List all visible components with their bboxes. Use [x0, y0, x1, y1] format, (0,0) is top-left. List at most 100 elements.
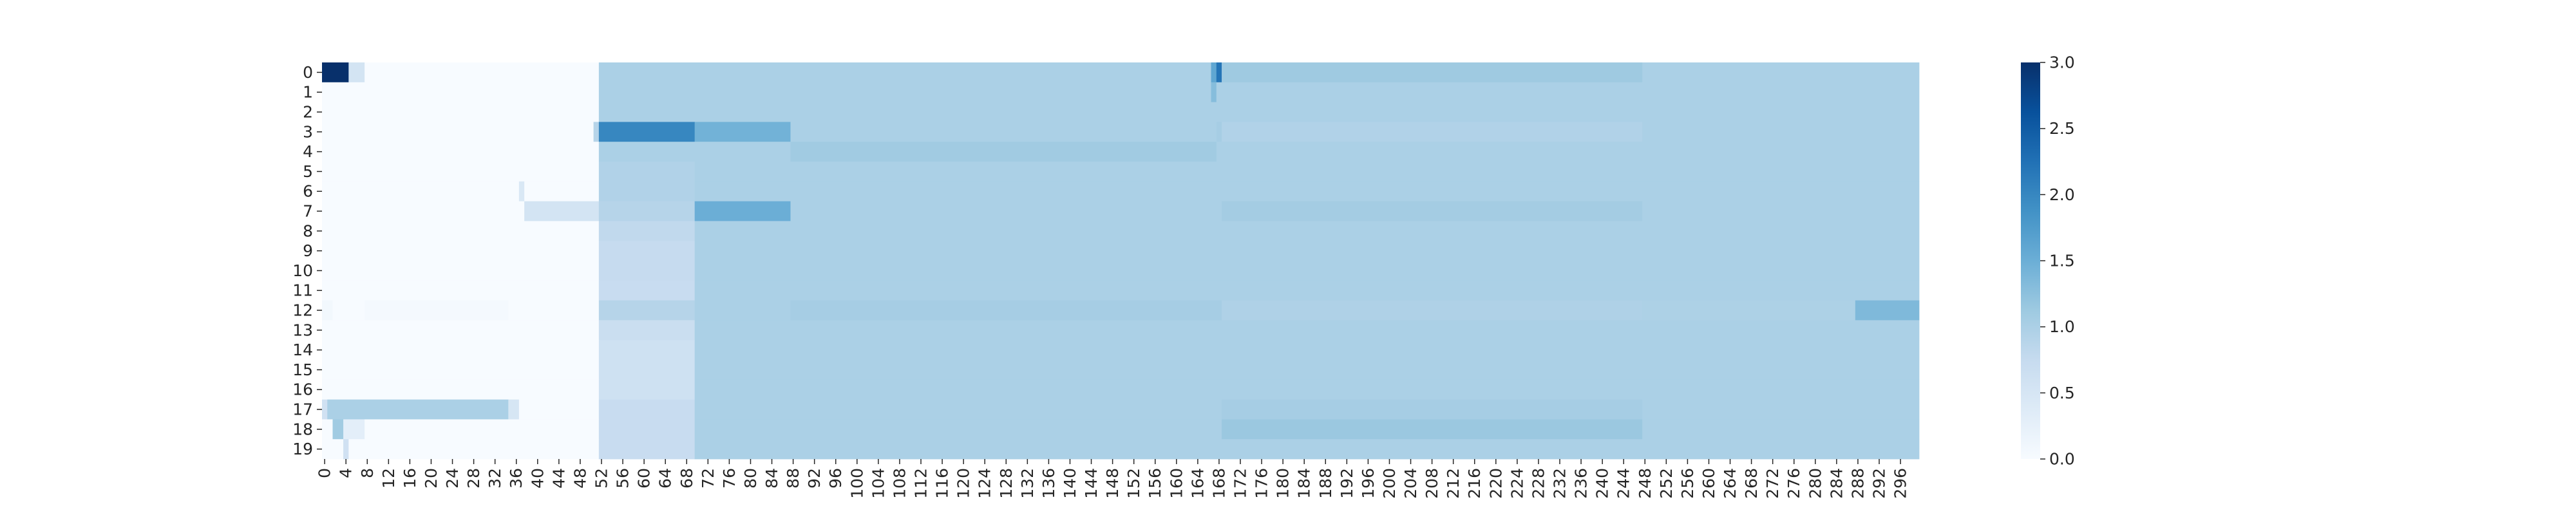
x-tick-label: 144: [1082, 468, 1101, 499]
x-tick-label: 28: [464, 468, 483, 489]
heatmap-cell: [518, 181, 525, 201]
y-tick-label: 14: [292, 341, 313, 359]
colorbar-tick-label: 2.5: [2049, 119, 2075, 138]
heatmap-cell: [1642, 300, 1856, 321]
heatmap-cell: [1855, 300, 1920, 321]
x-tick-label: 224: [1508, 468, 1526, 499]
heatmap-cell: [1642, 399, 1920, 420]
heatmap-cell: [327, 399, 509, 420]
heatmap-cell: [332, 300, 365, 321]
y-tick-label: 17: [292, 400, 313, 419]
x-tick-label: 104: [869, 468, 887, 499]
colorbar-tick-label: 0.0: [2049, 450, 2075, 469]
heatmap-cell: [598, 300, 696, 321]
x-tick-label: 260: [1700, 468, 1718, 499]
heatmap-cell: [322, 320, 600, 341]
x-tick-label: 52: [592, 468, 611, 489]
y-tick-label: 11: [292, 281, 313, 300]
heatmap-cell: [694, 221, 1920, 241]
heatmap-cell: [365, 419, 600, 440]
x-tick-label: 276: [1785, 468, 1803, 499]
heatmap-cell: [1642, 419, 1920, 440]
x-tick-label: 4: [337, 468, 355, 478]
heatmap-cell: [694, 439, 1920, 460]
x-tick-label: 256: [1678, 468, 1697, 499]
heatmap-cell: [1211, 62, 1217, 83]
x-tick-label: 88: [784, 468, 802, 489]
x-tick-label: 152: [1124, 468, 1143, 499]
x-tick-label: 148: [1103, 468, 1122, 499]
heatmap-cell: [598, 360, 696, 380]
heatmap-cell: [518, 399, 600, 420]
heatmap-cell: [322, 360, 600, 380]
y-tick-label: 5: [303, 162, 313, 181]
x-tick-label: 236: [1572, 468, 1591, 499]
heatmap-cell: [1211, 82, 1217, 102]
x-tick-label: 100: [848, 468, 866, 499]
x-tick-label: 20: [422, 468, 440, 489]
heatmap-cell: [694, 162, 1920, 182]
x-tick-label: 136: [1039, 468, 1058, 499]
heatmap-cell: [322, 300, 333, 321]
x-tick-label: 288: [1848, 468, 1867, 499]
x-tick-label: 164: [1188, 468, 1207, 499]
x-tick-label: 204: [1401, 468, 1420, 499]
heatmap-cell: [322, 399, 328, 420]
heatmap-cell: [365, 300, 509, 321]
x-tick-label: 184: [1295, 468, 1314, 499]
x-tick-label: 76: [720, 468, 739, 489]
heatmap-cell: [790, 300, 1222, 321]
x-tick-label: 208: [1423, 468, 1441, 499]
x-tick-label: 56: [614, 468, 632, 489]
x-tick-label: 220: [1486, 468, 1505, 499]
y-tick-label: 8: [303, 221, 313, 240]
heatmap-cell: [694, 340, 1920, 360]
x-tick-label: 216: [1465, 468, 1484, 499]
x-tick-label: 48: [571, 468, 589, 489]
y-tick-label: 12: [292, 301, 313, 320]
heatmap-cell: [322, 162, 600, 182]
colorbar-tick-label: 2.0: [2049, 185, 2075, 204]
heatmap-cell: [598, 439, 696, 460]
heatmap-cell: [598, 280, 696, 301]
x-tick-label: 72: [699, 468, 717, 489]
x-tick-label: 296: [1891, 468, 1910, 499]
y-tick-label: 13: [292, 321, 313, 339]
x-tick-label: 160: [1167, 468, 1186, 499]
x-tick-label: 172: [1231, 468, 1250, 499]
colorbar-tick-label: 3.0: [2049, 53, 2075, 72]
heatmap-cell: [694, 399, 1222, 420]
heatmap-cells: [322, 62, 1920, 460]
heatmap-cell: [508, 399, 520, 420]
heatmap-cell: [598, 221, 696, 241]
heatmap-cell: [1216, 122, 1222, 142]
heatmap-cell: [598, 399, 696, 420]
x-tick-label: 180: [1274, 468, 1293, 499]
x-tick-label: 240: [1593, 468, 1612, 499]
x-tick-label: 12: [379, 468, 398, 489]
colorbar-ticks: 0.0 0.5 1.0 1.5 2.0 2.5 3.0: [2040, 53, 2075, 469]
y-tick-label: 0: [303, 63, 313, 82]
heatmap-cell: [790, 122, 1217, 142]
heatmap-cell: [343, 419, 365, 440]
heatmap-cell: [694, 379, 1920, 400]
x-tick-label: 96: [826, 468, 845, 489]
heatmap-cell: [790, 201, 1222, 221]
x-tick-label: 292: [1870, 468, 1889, 499]
x-tick-label: 32: [486, 468, 504, 489]
heatmap-cell: [598, 82, 1211, 102]
heatmap-cell: [322, 102, 600, 122]
x-tick-label: 248: [1636, 468, 1654, 499]
x-tick-label: 128: [997, 468, 1016, 499]
x-tick-label: 268: [1742, 468, 1761, 499]
x-tick-label: 168: [1209, 468, 1228, 499]
x-axis: 0 4 8 12 16 20 24 28 32 36 40 44 48 52 56 60 64 68 72 76 80 8…: [316, 459, 1910, 499]
x-tick-label: 92: [805, 468, 824, 489]
heatmap-cell: [598, 122, 696, 142]
heatmap-cell: [694, 419, 1222, 440]
x-tick-label: 40: [528, 468, 547, 489]
x-tick-label: 196: [1359, 468, 1378, 499]
x-tick-label: 80: [741, 468, 760, 489]
